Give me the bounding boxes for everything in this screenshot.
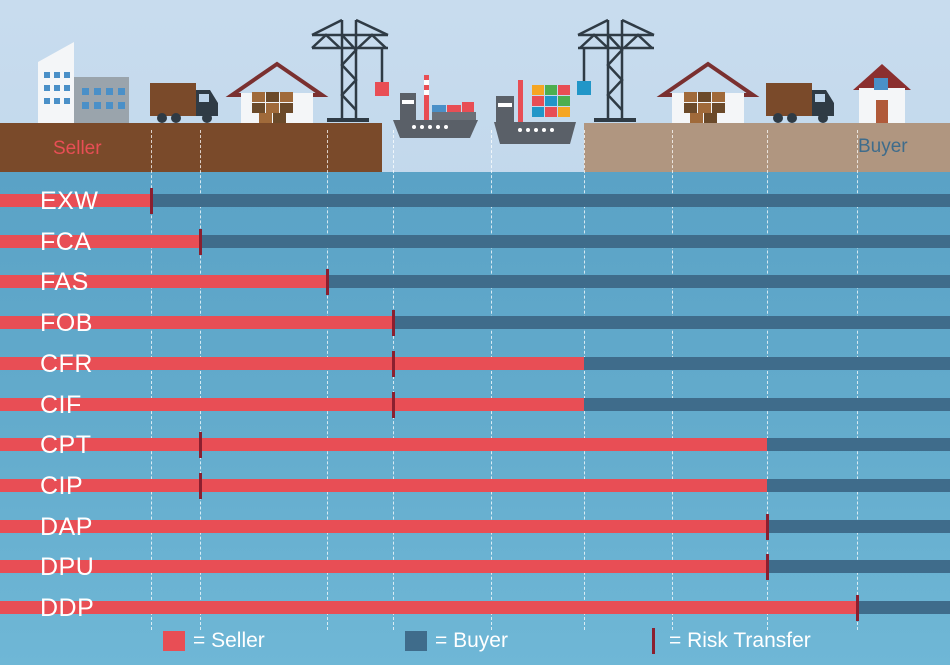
stage-divider [200, 130, 201, 630]
seller-bar-dpu [0, 560, 767, 573]
cargo-box [375, 82, 389, 96]
seller-bar-fob [0, 316, 393, 329]
warehouse-icon [656, 61, 760, 123]
risk-transfer-fob [392, 310, 395, 336]
water-area [0, 172, 950, 665]
seller-bar-ddp [0, 601, 857, 614]
risk-transfer-fca [199, 229, 202, 255]
legend-seller-label: = Seller [193, 629, 265, 652]
seller-land [0, 123, 382, 173]
risk-transfer-exw [150, 188, 153, 214]
seller-bar-dap [0, 520, 767, 533]
seller-bar-cpt [0, 438, 767, 451]
buyer-bar-ddp [857, 601, 950, 614]
incoterm-label-cif: CIF [40, 391, 82, 419]
stage-divider [857, 130, 858, 630]
house-icon [853, 64, 911, 123]
legend-seller: = Seller [163, 626, 265, 656]
incoterm-label-fas: FAS [40, 268, 89, 296]
stage-divider [327, 130, 328, 630]
cargo-ship-icon [393, 75, 478, 138]
stage-divider [491, 130, 492, 630]
buyer-bar-exw [151, 194, 950, 207]
seller-swatch [163, 631, 185, 651]
legend: = Seller = Buyer = Risk Transfer [0, 626, 950, 656]
risk-transfer-cfr [392, 351, 395, 377]
buyer-bar-cip [767, 479, 950, 492]
cargo-box [577, 81, 591, 95]
incoterm-label-fob: FOB [40, 309, 93, 337]
incoterm-label-cfr: CFR [40, 350, 93, 378]
seller-bar-cif [0, 398, 584, 411]
logistics-scene [0, 18, 950, 173]
seller-bar-fas [0, 275, 327, 288]
buyer-bar-fca [200, 235, 950, 248]
crane-icon [577, 18, 655, 122]
seller-bar-fca [0, 235, 200, 248]
seller-bar-exw [0, 194, 151, 207]
buyer-bar-dap [767, 520, 950, 533]
truck-icon [766, 83, 834, 123]
seller-label: Seller [53, 138, 102, 159]
incoterm-label-exw: EXW [40, 187, 99, 215]
risk-transfer-dap [766, 514, 769, 540]
legend-buyer-label: = Buyer [435, 629, 508, 652]
incoterm-label-cip: CIP [40, 472, 84, 500]
buyer-swatch [405, 631, 427, 651]
buyer-bar-cif [584, 398, 950, 411]
warehouse-icon [225, 61, 329, 123]
buyer-label: Buyer [858, 136, 908, 157]
incoterm-label-dpu: DPU [40, 553, 95, 581]
buyer-bar-dpu [767, 560, 950, 573]
stage-divider [672, 130, 673, 630]
stage-divider [767, 130, 768, 630]
incoterm-label-ddp: DDP [40, 594, 95, 622]
legend-risk-label: = Risk Transfer [669, 629, 811, 652]
risk-transfer-marker [652, 628, 655, 654]
seller-bar-cfr [0, 357, 584, 370]
stage-divider [393, 130, 394, 630]
incoterm-label-dap: DAP [40, 513, 93, 541]
legend-risk: = Risk Transfer [652, 626, 811, 656]
stage-divider [151, 130, 152, 630]
risk-transfer-fas [326, 269, 329, 295]
incoterm-label-cpt: CPT [40, 431, 92, 459]
stage-divider [584, 130, 585, 630]
factory-icon [74, 77, 129, 123]
incoterm-label-fca: FCA [40, 228, 92, 256]
risk-transfer-cip [199, 473, 202, 499]
legend-buyer: = Buyer [405, 626, 508, 656]
buyer-bar-fas [327, 275, 950, 288]
risk-transfer-cif [392, 392, 395, 418]
container-ship-icon [494, 80, 576, 144]
risk-transfer-dpu [766, 554, 769, 580]
crane-icon [311, 18, 389, 122]
buyer-bar-cpt [767, 438, 950, 451]
seller-bar-cip [0, 479, 767, 492]
office-building-icon [38, 42, 74, 123]
risk-transfer-cpt [199, 432, 202, 458]
risk-transfer-ddp [856, 595, 859, 621]
buyer-bar-cfr [584, 357, 950, 370]
truck-icon [150, 83, 218, 123]
buyer-bar-fob [393, 316, 950, 329]
